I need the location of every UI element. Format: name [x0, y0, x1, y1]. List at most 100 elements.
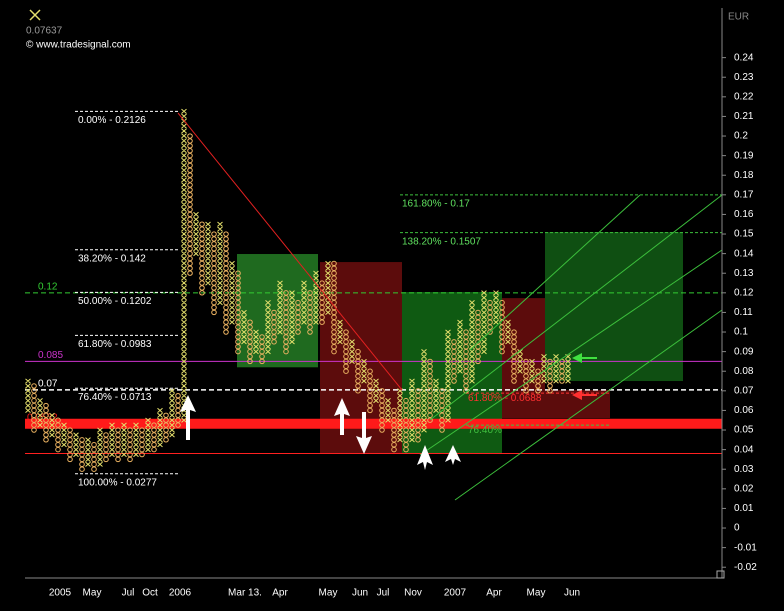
o-column: [139, 427, 145, 458]
x-column: [445, 329, 451, 423]
channel-lines: [419, 194, 723, 501]
y-tick-label: 0.22: [734, 91, 754, 102]
o-column: [439, 388, 445, 433]
x-tick-label: Jun: [564, 588, 580, 599]
o-column: [91, 442, 97, 472]
y-tick-label: 0.05: [734, 425, 754, 436]
o-column: [451, 339, 457, 384]
x-tick-label: Apr: [272, 588, 288, 599]
x-column: [145, 417, 151, 453]
o-column: [463, 329, 469, 394]
x-column: [229, 260, 235, 325]
o-column: [379, 388, 385, 433]
x-column: [265, 300, 271, 355]
x-column: [289, 290, 295, 345]
x-column: [301, 280, 307, 325]
trend-line: [177, 112, 403, 391]
x-column: [517, 349, 523, 374]
o-column: [295, 299, 301, 335]
x-column: [457, 319, 463, 374]
o-column: [247, 319, 253, 365]
y-tick-label: 0.23: [734, 72, 754, 83]
x-tick-label: 2005: [49, 588, 72, 599]
green-arrow: [572, 353, 597, 363]
x-tick-label: Jul: [377, 588, 390, 599]
o-column: [391, 407, 397, 453]
x-column: [337, 319, 343, 345]
o-column: [535, 368, 541, 394]
o-column: [343, 329, 349, 374]
x-column: [277, 280, 283, 335]
x-tick-label: Jul: [122, 588, 135, 599]
x-column: [241, 309, 247, 345]
symbol-icon: [29, 9, 41, 21]
x-column: [109, 422, 115, 458]
x-column: [133, 422, 139, 458]
y-tick-label: 0.04: [734, 444, 754, 455]
y-tick-label: 0.21: [734, 111, 754, 122]
y-tick-label: 0.02: [734, 483, 754, 494]
red-fib-label: 76.40%: [468, 425, 502, 436]
x-column: [553, 353, 559, 384]
x-tick-label: 2007: [444, 588, 467, 599]
x-column: [349, 339, 355, 364]
o-column: [43, 402, 49, 443]
o-column: [103, 432, 109, 463]
o-column: [307, 290, 313, 335]
o-column: [175, 393, 181, 428]
y-tick-label: 0.17: [734, 189, 754, 200]
x-column: [181, 108, 187, 423]
x-column: [253, 329, 259, 355]
x-column: [73, 432, 79, 458]
fib-ext-label: 161.80% - 0.17: [402, 198, 470, 209]
x-tick-label: 2006: [169, 588, 192, 599]
fib-label: 100.00% - 0.0277: [78, 477, 157, 488]
level-band: [25, 418, 722, 429]
x-column: [373, 378, 379, 404]
y-tick-label: 0.2: [734, 131, 748, 142]
o-column: [403, 397, 409, 453]
x-column: [61, 422, 67, 448]
o-column: [199, 221, 205, 296]
level-label: 0.0532: [27, 412, 58, 423]
o-column: [355, 348, 361, 394]
o-column: [271, 309, 277, 345]
fib-label: 50.00% - 0.1202: [78, 296, 152, 307]
x-tick-label: Apr: [486, 588, 502, 599]
x-column: [25, 378, 31, 413]
o-column: [511, 329, 517, 384]
o-column: [127, 427, 133, 463]
x-column: [169, 388, 175, 438]
red-arrow: [572, 390, 597, 400]
y-tick-label: 0.1: [734, 327, 748, 338]
y-tick-label: 0.12: [734, 287, 754, 298]
x-column: [397, 388, 403, 443]
x-column: [505, 319, 511, 345]
x-column: [121, 422, 127, 458]
y-tick-label: 0.07: [734, 385, 754, 396]
x-tick-label: Mar 13.: [228, 588, 262, 599]
o-column: [499, 299, 505, 355]
y-tick-label: 0.03: [734, 464, 754, 475]
x-column: [529, 358, 535, 384]
x-column: [97, 427, 103, 467]
level-label: 0.12: [38, 281, 58, 292]
x-column: [565, 353, 571, 384]
x-column: [361, 358, 367, 384]
x-column: [85, 437, 91, 467]
o-column: [559, 358, 565, 384]
x-tick-label: Jun: [352, 588, 368, 599]
o-column: [115, 427, 121, 463]
o-column: [67, 427, 73, 463]
y-tick-label: 0.16: [734, 209, 754, 220]
x-column: [421, 349, 427, 433]
y-tick-label: 0.08: [734, 366, 754, 377]
x-column: [157, 407, 163, 448]
fib-label: 76.40% - 0.0713: [78, 392, 152, 403]
o-column: [31, 383, 37, 433]
o-column: [223, 231, 229, 335]
x-column: [409, 378, 415, 443]
o-column: [55, 417, 61, 453]
o-column: [427, 358, 433, 423]
